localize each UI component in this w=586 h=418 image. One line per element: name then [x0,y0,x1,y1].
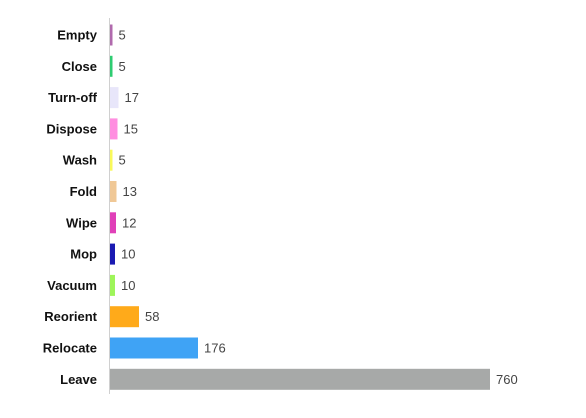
bar-empty [110,24,113,46]
category-label-vacuum: Vacuum [47,278,97,293]
value-label-relocate: 176 [204,341,226,356]
category-label-empty: Empty [57,28,98,43]
bar-leave [110,368,490,390]
bar-wash [110,149,113,171]
category-label-close: Close [62,59,97,74]
category-label-fold: Fold [70,184,97,199]
category-label-leave: Leave [60,372,97,387]
bar-mop [110,243,115,265]
value-label-turn-off: 17 [125,90,139,105]
bar-relocate [110,337,198,359]
category-label-relocate: Relocate [43,341,97,356]
bar-wipe [110,212,116,234]
category-labels-group: Empty Close Turn-off Dispose Wash Fold Wipe Mop… [43,28,98,387]
bar-dispose [110,118,118,140]
value-label-mop: 10 [121,247,135,262]
category-label-turn-off: Turn-off [48,90,98,105]
bar-reorient [110,306,139,328]
category-label-mop: Mop [70,247,97,262]
value-label-wipe: 12 [122,215,136,230]
value-label-reorient: 58 [145,309,159,324]
value-label-wash: 5 [119,153,126,168]
bar-close [110,55,113,77]
category-label-wipe: Wipe [66,215,97,230]
value-label-close: 5 [119,59,126,74]
category-label-reorient: Reorient [44,309,97,324]
bars-group [110,24,490,390]
value-label-fold: 13 [123,184,137,199]
bar-turn-off [110,87,119,109]
value-labels-group: 5 5 17 15 5 13 12 10 10 58 176 760 [119,28,518,387]
value-label-empty: 5 [119,28,126,43]
value-label-leave: 760 [496,372,518,387]
value-label-dispose: 15 [124,121,138,136]
bar-fold [110,181,117,202]
value-label-vacuum: 10 [121,278,135,293]
category-label-wash: Wash [63,153,97,168]
category-label-dispose: Dispose [46,121,97,136]
bar-vacuum [110,274,115,296]
